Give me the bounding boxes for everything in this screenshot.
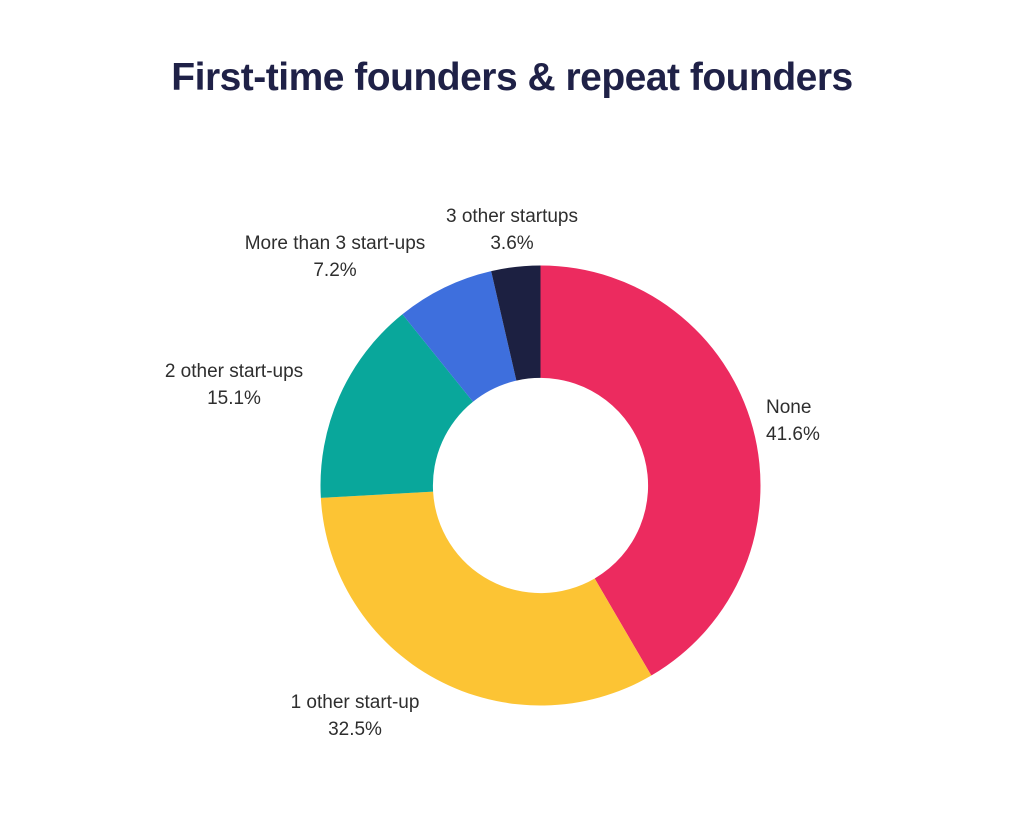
slice-label-pct: 3.6% <box>490 233 534 254</box>
slice-label-pct: 7.2% <box>313 260 357 281</box>
slice-label-text: 3 other startups <box>445 206 579 227</box>
slice-label-pct: 32.5% <box>328 719 382 740</box>
donut-segment-4 <box>491 265 541 381</box>
slice-label-2-other-startups: 2 other start-ups 15.1% <box>134 358 334 412</box>
slice-label-text: None <box>766 397 812 418</box>
slice-label-none: None 41.6% <box>766 394 886 448</box>
slice-label-1-other-startup: 1 other start-up 32.5% <box>255 689 455 743</box>
page-title: First-time founders & repeat founders <box>171 56 853 99</box>
slice-label-text: 2 other start-ups <box>164 361 304 382</box>
slice-label-more-than-3-startups: More than 3 start-ups 7.2% <box>225 230 445 284</box>
donut-segment-0 <box>540 265 761 676</box>
slice-label-pct: 41.6% <box>766 424 820 445</box>
donut-segment-1 <box>320 491 652 706</box>
donut-segment-2 <box>320 314 473 498</box>
slice-label-3-other-startups: 3 other startups 3.6% <box>412 203 612 257</box>
slice-label-text: More than 3 start-ups <box>244 233 426 254</box>
donut-segment-3 <box>402 271 517 402</box>
slice-label-text: 1 other start-up <box>290 692 420 713</box>
slice-label-pct: 15.1% <box>207 388 261 409</box>
